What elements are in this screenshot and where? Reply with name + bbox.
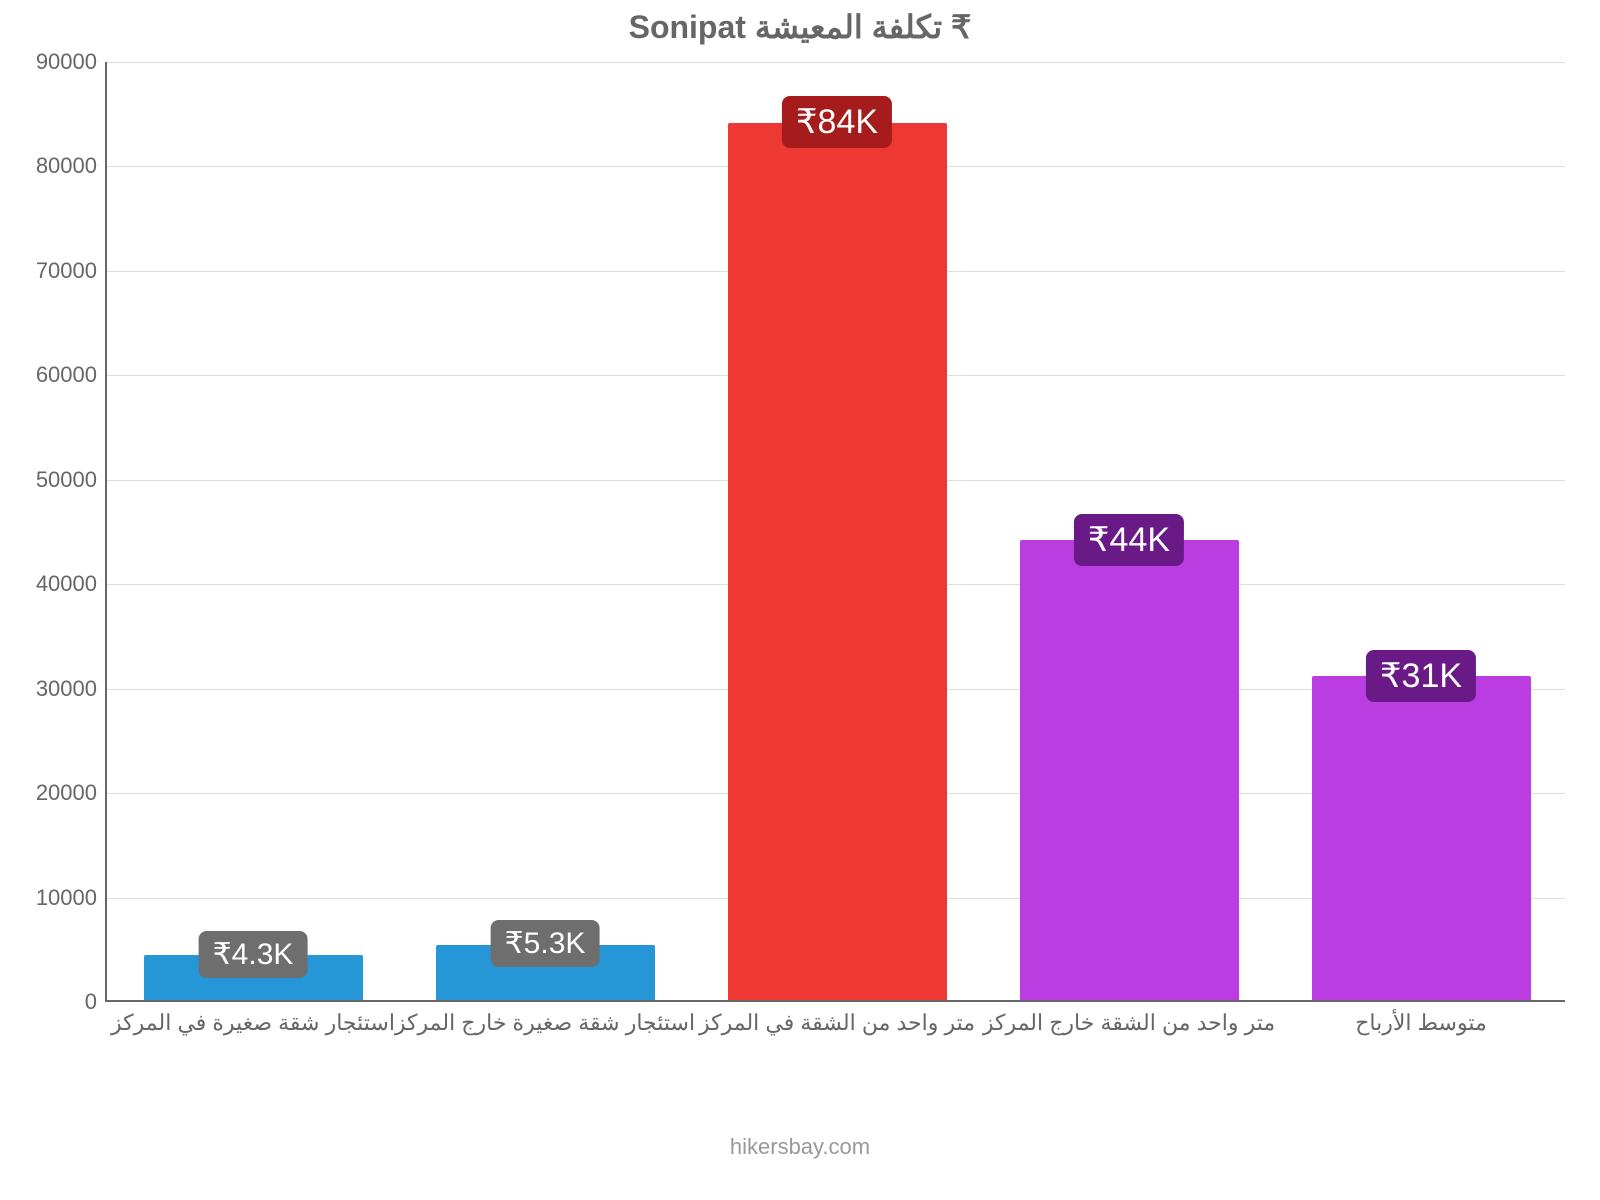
value-badge: ₹4.3K: [199, 931, 308, 978]
y-tick-label: 40000: [36, 571, 107, 597]
y-tick-label: 60000: [36, 362, 107, 388]
value-badge: ₹44K: [1074, 514, 1184, 566]
value-badge: ₹84K: [782, 96, 892, 148]
chart-footer: hikersbay.com: [0, 1134, 1600, 1160]
x-tick-label: متر واحد من الشقة خارج المركز: [983, 1000, 1275, 1036]
x-tick-label: استئجار شقة صغيرة في المركز: [111, 1000, 395, 1036]
y-tick-label: 70000: [36, 258, 107, 284]
x-tick-label: متر واحد من الشقة في المركز: [699, 1000, 975, 1036]
y-tick-label: 0: [85, 989, 107, 1015]
y-tick-label: 10000: [36, 885, 107, 911]
y-tick-label: 80000: [36, 153, 107, 179]
x-tick-label: استئجار شقة صغيرة خارج المركز: [395, 1000, 695, 1036]
y-tick-label: 90000: [36, 49, 107, 75]
y-tick-label: 20000: [36, 780, 107, 806]
chart-title: ₹ تكلفة المعيشة Sonipat: [0, 8, 1600, 46]
plot-area: 0100002000030000400005000060000700008000…: [105, 62, 1565, 1002]
bar: [1020, 540, 1239, 1000]
bar: [1312, 676, 1531, 1000]
value-badge: ₹31K: [1366, 650, 1476, 702]
bar: [728, 123, 947, 1000]
chart-container: ₹ تكلفة المعيشة Sonipat 0100002000030000…: [0, 0, 1600, 1200]
x-tick-label: متوسط الأرباح: [1355, 1000, 1487, 1036]
gridline: [107, 62, 1565, 64]
value-badge: ₹5.3K: [491, 920, 600, 967]
y-tick-label: 50000: [36, 467, 107, 493]
y-tick-label: 30000: [36, 676, 107, 702]
